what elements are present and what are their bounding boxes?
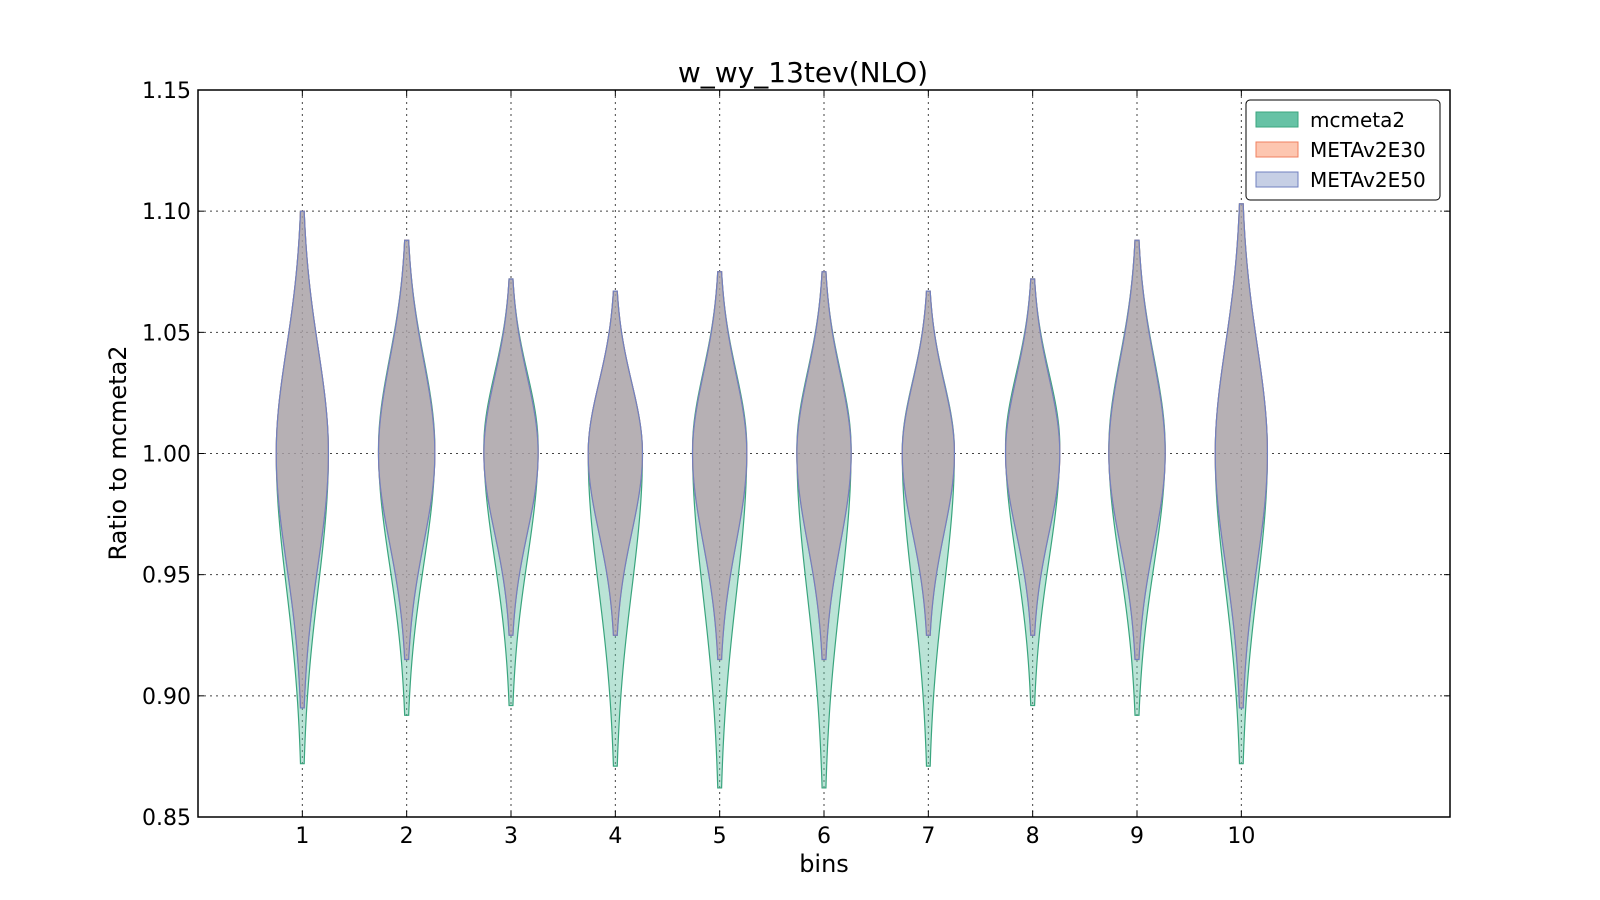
violin-METAv2E50-bin-4 bbox=[587, 290, 644, 636]
x-tick-label: 2 bbox=[400, 824, 414, 849]
y-tick-label: 1.00 bbox=[142, 443, 191, 468]
grid-lines bbox=[198, 90, 1450, 817]
violin-METAv2E50-bin-9 bbox=[1108, 239, 1166, 661]
x-axis-ticks: 1 2 3 4 5 6 7 8 9 10 bbox=[295, 90, 1255, 849]
x-tick-label: 4 bbox=[608, 824, 622, 849]
series-mcmeta2 bbox=[275, 203, 1269, 789]
x-tick-label: 8 bbox=[1026, 824, 1040, 849]
legend-label: METAv2E50 bbox=[1310, 168, 1426, 192]
x-tick-label: 5 bbox=[713, 824, 727, 849]
violin-METAv2E50-bin-5 bbox=[691, 271, 748, 661]
y-axis-ticks: 0.85 0.90 0.95 1.00 1.05 1.10 1.15 bbox=[142, 79, 1450, 831]
violins bbox=[275, 203, 1269, 789]
x-tick-label: 3 bbox=[504, 824, 518, 849]
legend: mcmeta2 METAv2E30 METAv2E50 bbox=[1245, 99, 1441, 201]
legend-label: METAv2E30 bbox=[1310, 138, 1426, 162]
y-tick-label: 1.05 bbox=[142, 321, 191, 346]
violin-METAv2E50-bin-10 bbox=[1214, 203, 1269, 709]
legend-label: mcmeta2 bbox=[1310, 108, 1405, 132]
x-tick-label: 7 bbox=[921, 824, 935, 849]
y-tick-label: 1.15 bbox=[142, 79, 191, 104]
chart-title: w_wy_13tev(NLO) bbox=[678, 56, 928, 89]
violin-METAv2E50-bin-7 bbox=[901, 290, 956, 636]
x-tick-label: 10 bbox=[1227, 824, 1255, 849]
x-axis-label: bins bbox=[799, 850, 849, 878]
series-METAv2E50 bbox=[275, 203, 1269, 709]
y-tick-label: 0.95 bbox=[142, 564, 191, 589]
y-tick-label: 1.10 bbox=[142, 200, 191, 225]
x-tick-label: 6 bbox=[817, 824, 831, 849]
violin-METAv2E50-bin-2 bbox=[377, 239, 436, 661]
legend-swatch bbox=[1255, 171, 1299, 188]
x-tick-label: 9 bbox=[1130, 824, 1144, 849]
violin-METAv2E50-bin-1 bbox=[275, 210, 330, 709]
x-tick-label: 1 bbox=[295, 824, 309, 849]
legend-swatch bbox=[1255, 111, 1299, 128]
y-tick-label: 0.85 bbox=[142, 806, 191, 831]
y-axis-label: Ratio to mcmeta2 bbox=[104, 345, 132, 560]
violin-METAv2E50-bin-3 bbox=[483, 278, 539, 636]
violin-METAv2E50-bin-8 bbox=[1004, 278, 1061, 636]
violin-METAv2E50-bin-6 bbox=[796, 271, 852, 661]
legend-swatch bbox=[1255, 141, 1299, 158]
y-tick-label: 0.90 bbox=[142, 685, 191, 710]
